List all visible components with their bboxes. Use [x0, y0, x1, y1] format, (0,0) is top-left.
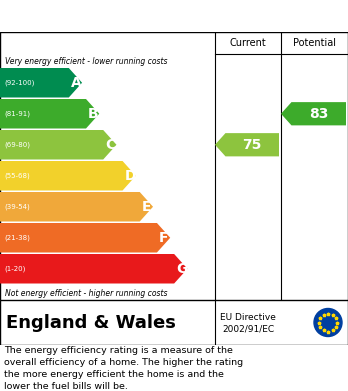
Text: 75: 75 — [243, 138, 262, 152]
Text: (39-54): (39-54) — [4, 203, 30, 210]
Text: (81-91): (81-91) — [4, 111, 30, 117]
Polygon shape — [281, 102, 346, 126]
Polygon shape — [0, 68, 82, 97]
Circle shape — [314, 308, 342, 337]
Text: B: B — [88, 107, 98, 121]
Text: (1-20): (1-20) — [4, 265, 25, 272]
Polygon shape — [0, 254, 188, 283]
Polygon shape — [0, 223, 170, 253]
Text: E: E — [142, 200, 151, 214]
Polygon shape — [0, 161, 136, 190]
Text: Very energy efficient - lower running costs: Very energy efficient - lower running co… — [5, 57, 167, 66]
Text: F: F — [159, 231, 168, 245]
Text: 2002/91/EC: 2002/91/EC — [222, 324, 274, 333]
Polygon shape — [215, 133, 279, 156]
Text: Energy Efficiency Rating: Energy Efficiency Rating — [9, 7, 238, 25]
Text: EU Directive: EU Directive — [220, 313, 276, 322]
Polygon shape — [0, 130, 117, 160]
Text: A: A — [71, 76, 81, 90]
Polygon shape — [0, 99, 99, 129]
Text: The energy efficiency rating is a measure of the
overall efficiency of a home. T: The energy efficiency rating is a measur… — [4, 346, 243, 391]
Text: 83: 83 — [309, 107, 329, 121]
Text: (21-38): (21-38) — [4, 235, 30, 241]
Text: England & Wales: England & Wales — [6, 314, 176, 332]
Text: D: D — [125, 169, 136, 183]
Text: G: G — [176, 262, 188, 276]
Polygon shape — [0, 192, 153, 221]
Text: Current: Current — [230, 38, 266, 48]
Text: Not energy efficient - higher running costs: Not energy efficient - higher running co… — [5, 289, 167, 298]
Text: Potential: Potential — [293, 38, 336, 48]
Text: (55-68): (55-68) — [4, 172, 30, 179]
Text: (92-100): (92-100) — [4, 79, 34, 86]
Text: (69-80): (69-80) — [4, 142, 30, 148]
Text: C: C — [105, 138, 116, 152]
